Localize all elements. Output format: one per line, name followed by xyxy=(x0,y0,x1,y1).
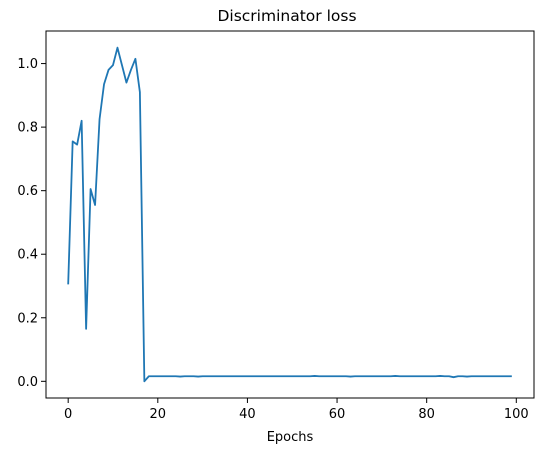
x-tick-label: 40 xyxy=(239,407,256,422)
series-line-0 xyxy=(67,46,512,383)
chart-title: Discriminator loss xyxy=(217,7,356,25)
x-tick-label: 20 xyxy=(150,407,167,422)
x-tick-label: 0 xyxy=(64,407,72,422)
x-tick-label: 60 xyxy=(329,407,346,422)
plot-area xyxy=(45,30,535,399)
x-axis-label: Epochs xyxy=(267,430,314,445)
axes-frame xyxy=(45,30,535,399)
axis-ticks: 0 20 40 60 80 100 0.0 0.2 0.4 0.6 0.8 1.0 xyxy=(17,57,528,422)
y-tick-label: 0.6 xyxy=(17,184,38,199)
y-tick-label: 0.0 xyxy=(17,375,38,390)
y-tick-label: 0.2 xyxy=(17,311,38,326)
y-tick-label: 0.8 xyxy=(17,121,38,136)
x-tick-label: 80 xyxy=(418,407,435,422)
y-tick-label: 0.4 xyxy=(17,248,38,263)
x-tick-label: 100 xyxy=(504,407,529,422)
y-tick-label: 1.0 xyxy=(17,57,38,72)
